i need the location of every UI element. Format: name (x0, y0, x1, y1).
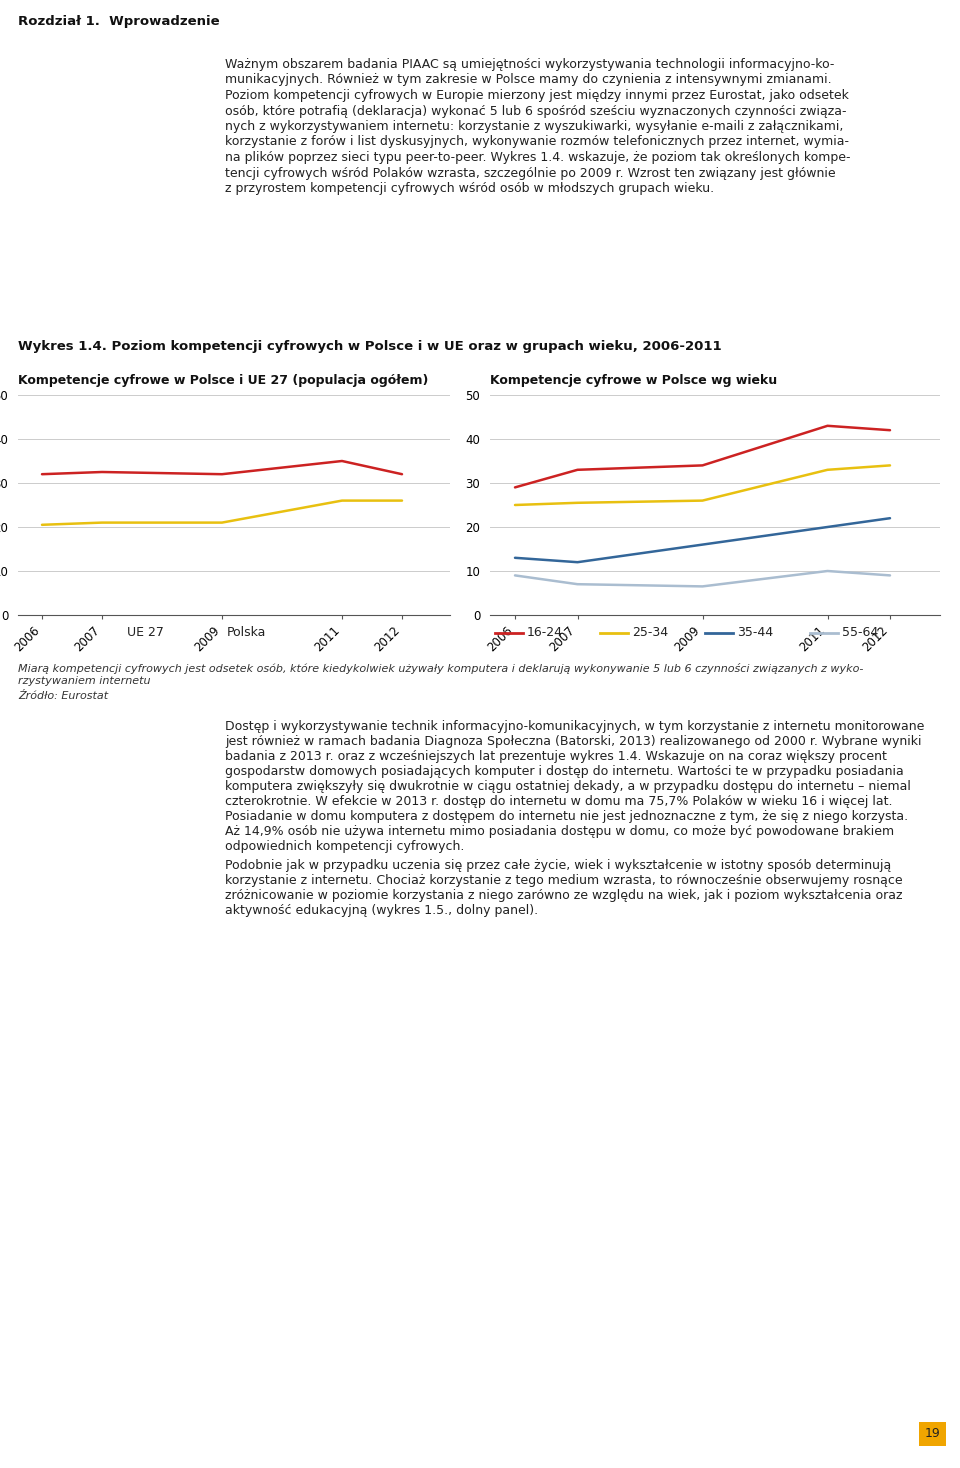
Text: Wykres 1.4. Poziom kompetencji cyfrowych w Polsce i w UE oraz w grupach wieku, 2: Wykres 1.4. Poziom kompetencji cyfrowych… (18, 341, 722, 352)
Text: na plików poprzez sieci typu peer-to-peer. Wykres 1.4. wskazuje, że poziom tak o: na plików poprzez sieci typu peer-to-pee… (225, 151, 851, 164)
Text: Miarą kompetencji cyfrowych jest odsetek osób, które kiedykolwiek używały komput: Miarą kompetencji cyfrowych jest odsetek… (18, 664, 863, 674)
Text: odpowiednich kompetencji cyfrowych.: odpowiednich kompetencji cyfrowych. (225, 840, 465, 853)
Text: Podobnie jak w przypadku uczenia się przez całe życie, wiek i wykształcenie w is: Podobnie jak w przypadku uczenia się prz… (225, 859, 891, 872)
Text: Ważnym obszarem badania PIAAC są umiejętności wykorzystywania technologii inform: Ważnym obszarem badania PIAAC są umiejęt… (225, 59, 834, 70)
Text: Źródło: Eurostat: Źródło: Eurostat (18, 691, 108, 702)
Text: munikacyjnych. Również w tym zakresie w Polsce mamy do czynienia z intensywnymi : munikacyjnych. Również w tym zakresie w … (225, 73, 831, 87)
Text: z przyrostem kompetencji cyfrowych wśród osób w młodszych grupach wieku.: z przyrostem kompetencji cyfrowych wśród… (225, 182, 714, 195)
Text: gospodarstw domowych posiadających komputer i dostęp do internetu. Wartości te w: gospodarstw domowych posiadających kompu… (225, 765, 903, 778)
Text: Polska: Polska (227, 627, 266, 640)
Text: komputera zwiększyły się dwukrotnie w ciągu ostatniej dekady, a w przypadku dost: komputera zwiększyły się dwukrotnie w ci… (225, 780, 911, 793)
Text: Aż 14,9% osób nie używa internetu mimo posiadania dostępu w domu, co może być po: Aż 14,9% osób nie używa internetu mimo p… (225, 825, 894, 838)
Text: badania z 2013 r. oraz z wcześniejszych lat prezentuje wykres 1.4. Wskazuje on n: badania z 2013 r. oraz z wcześniejszych … (225, 750, 887, 763)
Text: korzystanie z forów i list dyskusyjnych, wykonywanie rozmów telefonicznych przez: korzystanie z forów i list dyskusyjnych,… (225, 135, 849, 148)
Text: Posiadanie w domu komputera z dostępem do internetu nie jest jednoznaczne z tym,: Posiadanie w domu komputera z dostępem d… (225, 810, 908, 824)
Text: korzystanie z internetu. Chociaż korzystanie z tego medium wzrasta, to równocześ: korzystanie z internetu. Chociaż korzyst… (225, 873, 902, 887)
Text: 16-24: 16-24 (527, 627, 563, 640)
Text: Dostęp i wykorzystywanie technik informacyjno-komunikacyjnych, w tym korzystanie: Dostęp i wykorzystywanie technik informa… (225, 719, 924, 733)
Text: aktywność edukacyjną (wykres 1.5., dolny panel).: aktywność edukacyjną (wykres 1.5., dolny… (225, 904, 539, 918)
Text: 19: 19 (924, 1427, 940, 1440)
Text: rzystywaniem internetu: rzystywaniem internetu (18, 675, 151, 686)
Text: Poziom kompetencji cyfrowych w Europie mierzony jest między innymi przez Eurosta: Poziom kompetencji cyfrowych w Europie m… (225, 90, 849, 101)
Text: 35-44: 35-44 (737, 627, 773, 640)
Text: 25-34: 25-34 (632, 627, 668, 640)
Text: 55-64: 55-64 (842, 627, 878, 640)
Text: jest również w ramach badania Diagnoza Społeczna (Batorski, 2013) realizowanego : jest również w ramach badania Diagnoza S… (225, 735, 922, 749)
Text: czterokrotnie. W efekcie w 2013 r. dostęp do internetu w domu ma 75,7% Polaków w: czterokrotnie. W efekcie w 2013 r. dostę… (225, 796, 893, 807)
Text: Kompetencje cyfrowe w Polsce i UE 27 (populacja ogółem): Kompetencje cyfrowe w Polsce i UE 27 (po… (18, 374, 428, 388)
Text: tencji cyfrowych wśród Polaków wzrasta, szczególnie po 2009 r. Wzrost ten związa: tencji cyfrowych wśród Polaków wzrasta, … (225, 166, 835, 179)
Text: Kompetencje cyfrowe w Polsce wg wieku: Kompetencje cyfrowe w Polsce wg wieku (490, 374, 778, 388)
Text: zróżnicowanie w poziomie korzystania z niego zarówno ze względu na wiek, jak i p: zróżnicowanie w poziomie korzystania z n… (225, 890, 902, 901)
Text: osób, które potrafią (deklaracja) wykonać 5 lub 6 spośród sześciu wyznaczonych c: osób, które potrafią (deklaracja) wykona… (225, 104, 847, 117)
Text: nych z wykorzystywaniem internetu: korzystanie z wyszukiwarki, wysyłanie e-maili: nych z wykorzystywaniem internetu: korzy… (225, 120, 844, 134)
Text: Rozdział 1.  Wprowadzenie: Rozdział 1. Wprowadzenie (18, 15, 220, 28)
Text: UE 27: UE 27 (127, 627, 164, 640)
